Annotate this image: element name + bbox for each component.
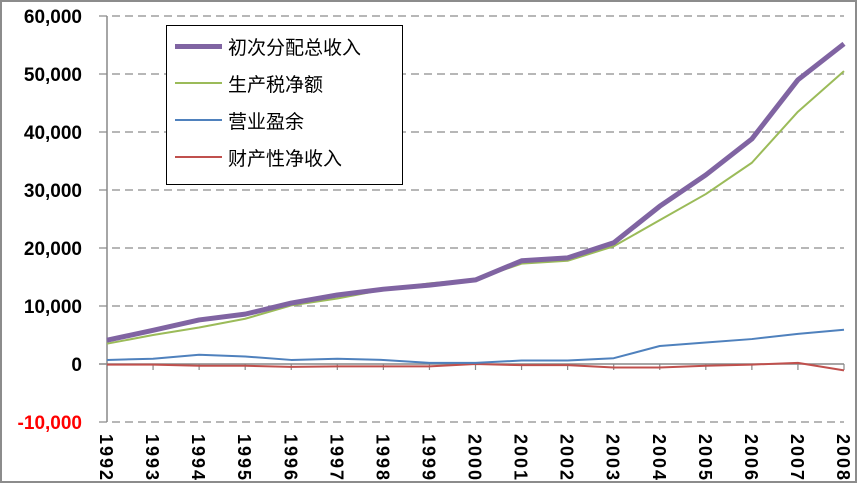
y-tick-label: 10,000 <box>24 297 82 318</box>
x-tick-label: 2006 <box>741 434 761 482</box>
x-tick-label: 2001 <box>511 434 531 482</box>
x-tick-label: 1998 <box>372 434 392 482</box>
y-tick-label: 0 <box>71 355 82 376</box>
legend-label: 初次分配总收入 <box>228 36 362 59</box>
legend-label: 营业盈余 <box>228 110 305 133</box>
y-tick-label: 50,000 <box>24 65 82 86</box>
legend-label: 生产税净额 <box>228 73 324 96</box>
x-tick-label: 2008 <box>833 434 853 482</box>
x-tick-label: 2004 <box>649 434 669 482</box>
series-line <box>106 328 845 364</box>
x-tick-label: 1997 <box>326 434 346 482</box>
y-tick-label: 60,000 <box>24 7 82 28</box>
legend-swatch <box>175 43 222 49</box>
x-tick-label: 1994 <box>188 434 208 482</box>
series-line <box>107 361 845 372</box>
x-tick-label: 1993 <box>142 434 162 482</box>
legend-item: 财产性净收入 <box>175 145 343 170</box>
legend-item: 初次分配总收入 <box>175 34 362 59</box>
x-tick-label: 1996 <box>280 434 300 482</box>
legend-swatch <box>175 119 222 121</box>
y-tick-label: 20,000 <box>24 239 82 260</box>
legend-item: 生产税净额 <box>175 71 324 96</box>
x-tick-label: 1995 <box>234 434 254 482</box>
legend-item: 营业盈余 <box>175 108 305 133</box>
legend: 初次分配总收入 生产税净额营业盈余财产性净收入 <box>166 25 403 185</box>
legend-swatch <box>175 82 222 84</box>
series-line <box>106 41 846 343</box>
y-tick-label: -10,000 <box>18 413 82 434</box>
x-tick-label: 2000 <box>465 434 485 482</box>
x-tick-label: 1999 <box>418 434 438 482</box>
x-tick-label: 2002 <box>557 434 577 482</box>
legend-label: 财产性净收入 <box>228 147 343 170</box>
x-tick-label: 2003 <box>603 434 623 482</box>
legend-swatch <box>175 156 222 158</box>
x-tick-label: 1992 <box>96 434 116 482</box>
x-tick-label: 2007 <box>787 434 807 482</box>
y-tick-label: 40,000 <box>24 123 82 144</box>
x-tick-label: 2005 <box>695 434 715 482</box>
y-tick-label: 30,000 <box>24 181 82 202</box>
